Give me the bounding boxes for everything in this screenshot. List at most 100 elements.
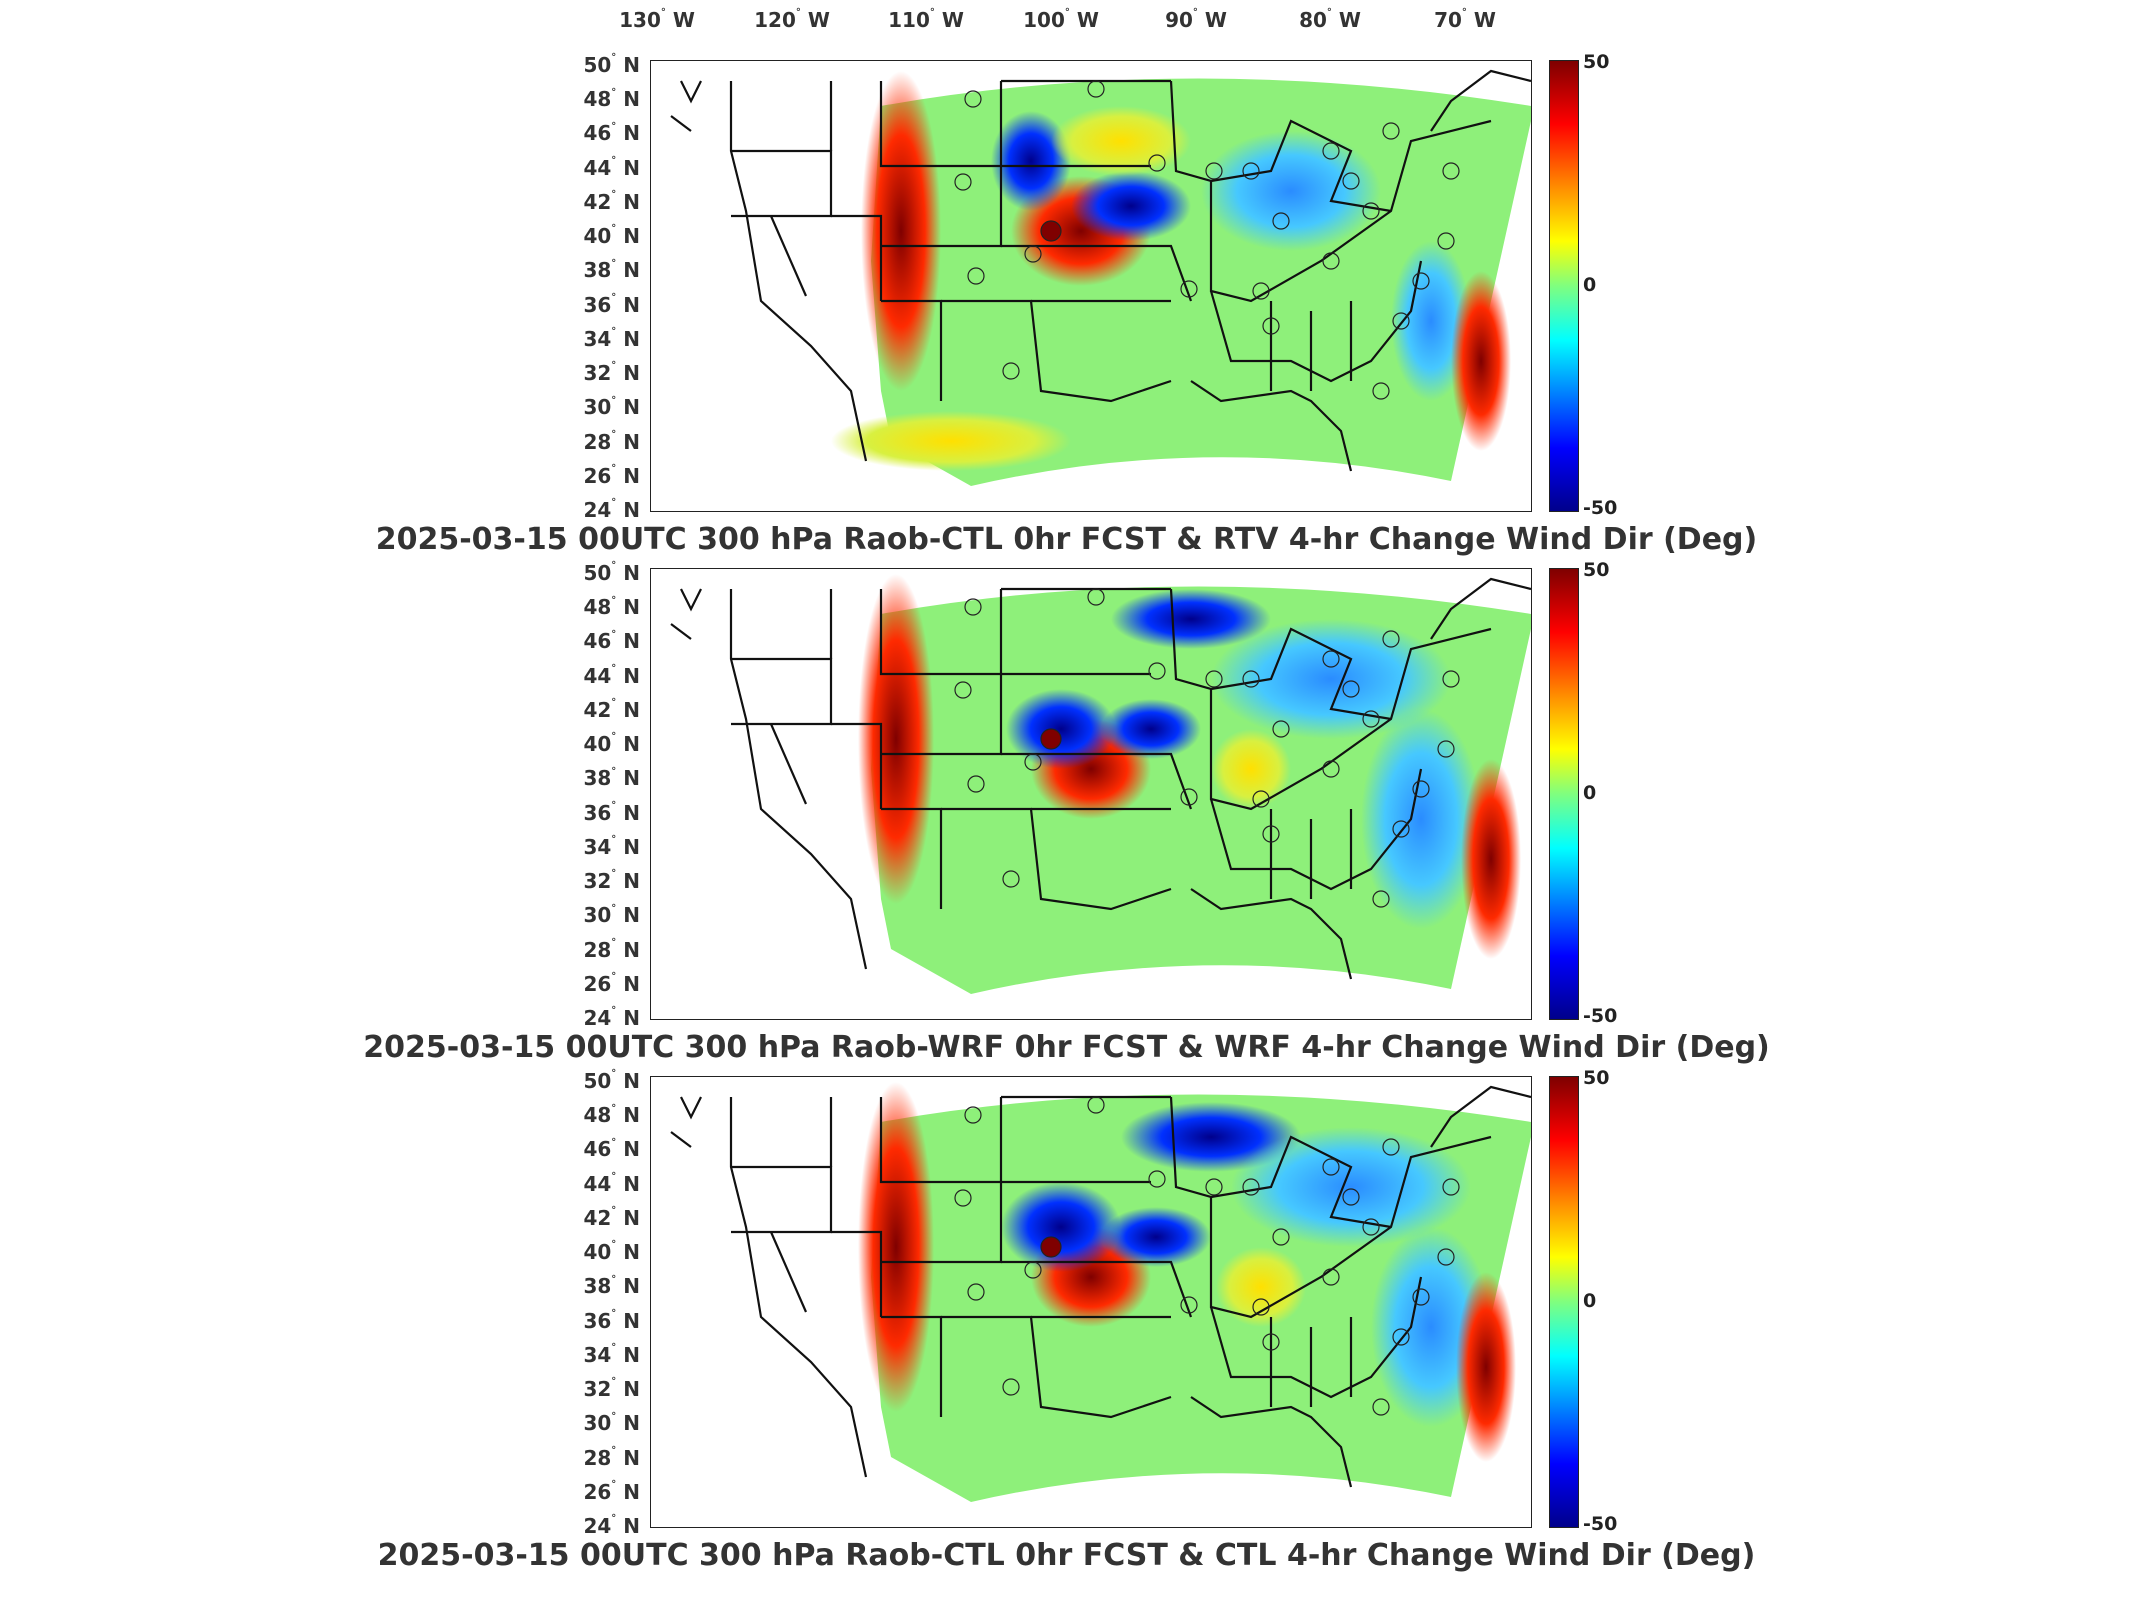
raob-station-marker: [1205, 670, 1223, 688]
raob-station-marker: [1392, 312, 1410, 330]
colorbar: [1549, 60, 1579, 512]
colorbar-mid-label: 0: [1583, 782, 1597, 804]
colorbar: [1549, 1076, 1579, 1528]
raob-station-marker: [1362, 202, 1380, 220]
colorbar: [1549, 568, 1579, 1020]
lat-label: 50° N: [583, 560, 640, 585]
colorbar-mid-label: 0: [1583, 274, 1597, 296]
lat-label: 40° N: [583, 731, 640, 757]
raob-station-marker: [1262, 1333, 1280, 1351]
wind-direction-field: [858, 1082, 1516, 1462]
raob-station-marker: [1002, 362, 1020, 380]
map-canvas: [670, 574, 1531, 994]
raob-station-marker: [1180, 1296, 1198, 1314]
panel-caption: 2025-03-15 00UTC 300 hPa Raob-CTL 0hr FC…: [375, 522, 1758, 557]
raob-station-marker: [964, 1106, 982, 1124]
field-anomaly: [858, 1082, 934, 1412]
field-anomaly: [991, 111, 1071, 211]
raob-station-marker: [1252, 790, 1270, 808]
lat-label: 50° N: [583, 1068, 640, 1093]
map-canvas: [670, 69, 1531, 486]
raob-station-marker: [1322, 1158, 1340, 1176]
lat-label: 32° N: [583, 1376, 640, 1402]
lon-label: 70° W: [1434, 7, 1496, 32]
raob-station-marker: [1205, 1178, 1223, 1196]
field-anomaly: [1201, 131, 1381, 251]
lat-label: 26° N: [583, 971, 640, 996]
raob-station-marker: [1362, 1218, 1380, 1236]
colorbar-max-label: 50: [1583, 1067, 1610, 1089]
lat-label: 30° N: [583, 1410, 640, 1436]
raob-station-marker: [1262, 317, 1280, 335]
map-frame: [650, 60, 1532, 512]
raob-station-marker: [1437, 232, 1455, 250]
raob-station-marker: [1437, 740, 1455, 758]
lat-label: 36° N: [583, 291, 640, 317]
raob-stations: [954, 588, 1460, 908]
map-frame: [650, 1076, 1532, 1528]
lat-label: 44° N: [583, 155, 640, 180]
raob-station-marker: [1272, 1228, 1290, 1246]
raob-station-marker: [1180, 280, 1198, 298]
map-canvas: [670, 1082, 1531, 1502]
raob-station-marker: [1024, 753, 1042, 771]
raob-station-marker: [1342, 172, 1360, 190]
field-anomaly: [1461, 759, 1521, 959]
raob-station-marker: [967, 1283, 985, 1301]
raob-station-marker: [954, 173, 972, 191]
field-anomaly: [1006, 689, 1116, 769]
raob-station-marker: [1342, 1188, 1360, 1206]
lon-label: 80° W: [1299, 7, 1361, 32]
lat-label: 42° N: [583, 1205, 640, 1230]
field-anomaly: [1101, 699, 1201, 759]
field-anomaly: [1451, 271, 1511, 451]
lat-label: 48° N: [583, 1102, 640, 1128]
lat-label: 34° N: [583, 326, 640, 351]
lat-label: 34° N: [583, 834, 640, 859]
raob-station-marker: [964, 598, 982, 616]
lon-label: 130° W: [619, 7, 695, 32]
lat-label: 28° N: [583, 936, 640, 962]
field-anomaly: [1361, 709, 1481, 929]
lat-label: 24° N: [583, 497, 640, 522]
raob-station-marker: [1372, 1398, 1390, 1416]
raob-station-marker: [1242, 670, 1260, 688]
map-panel-2: 50° N 48° N 46° N 44° N 42° N 40° N 38° N 36° N…: [0, 559, 2133, 1078]
raob-stations: [954, 1096, 1460, 1416]
raob-station-marker: [1024, 245, 1042, 263]
map-panel-1: 50° N 48° N 46° N 44° N 42° N 40° N 38° N 36° N…: [0, 51, 2133, 570]
raob-station-marker: [1024, 1261, 1042, 1279]
raob-station-marker: [1412, 780, 1430, 798]
raob-station-marker: [1412, 272, 1430, 290]
map-panel-3: 50° N 48° N 46° N 44° N 42° N 40° N 38° N 36° N…: [0, 1067, 2133, 1586]
raob-station-marker: [1322, 1268, 1340, 1286]
raob-station-marker: [964, 90, 982, 108]
lat-label: 24° N: [583, 1513, 640, 1538]
raob-station-marker: [1242, 162, 1260, 180]
field-anomaly: [1051, 106, 1191, 176]
colorbar-max-label: 50: [1583, 559, 1610, 581]
raob-station-marker: [1002, 870, 1020, 888]
raob-station-marker: [1148, 662, 1166, 680]
field-anomaly: [831, 411, 1071, 471]
state-boundaries: [670, 69, 1531, 472]
raob-station-marker: [1252, 282, 1270, 300]
raob-station-marker: [1437, 1248, 1455, 1266]
raob-station-marker: [1272, 212, 1290, 230]
raob-station-marker: [967, 775, 985, 793]
colorbar-min-label: -50: [1583, 1005, 1618, 1027]
raob-station-marker: [1087, 588, 1105, 606]
lat-label: 28° N: [583, 1444, 640, 1470]
raob-station-marker: [1322, 142, 1340, 160]
lat-label: 46° N: [583, 1136, 640, 1162]
field-anomaly: [861, 71, 941, 391]
lat-label: 30° N: [583, 394, 640, 420]
raob-station-marker: [954, 681, 972, 699]
field-anomaly: [1101, 1207, 1211, 1267]
raob-station-marker-highlight: [1040, 728, 1062, 750]
lat-label: 36° N: [583, 799, 640, 825]
raob-station-marker: [1382, 1138, 1400, 1156]
lat-label: 26° N: [583, 463, 640, 488]
raob-station-marker: [1180, 788, 1198, 806]
lon-label: 120° W: [754, 7, 830, 32]
